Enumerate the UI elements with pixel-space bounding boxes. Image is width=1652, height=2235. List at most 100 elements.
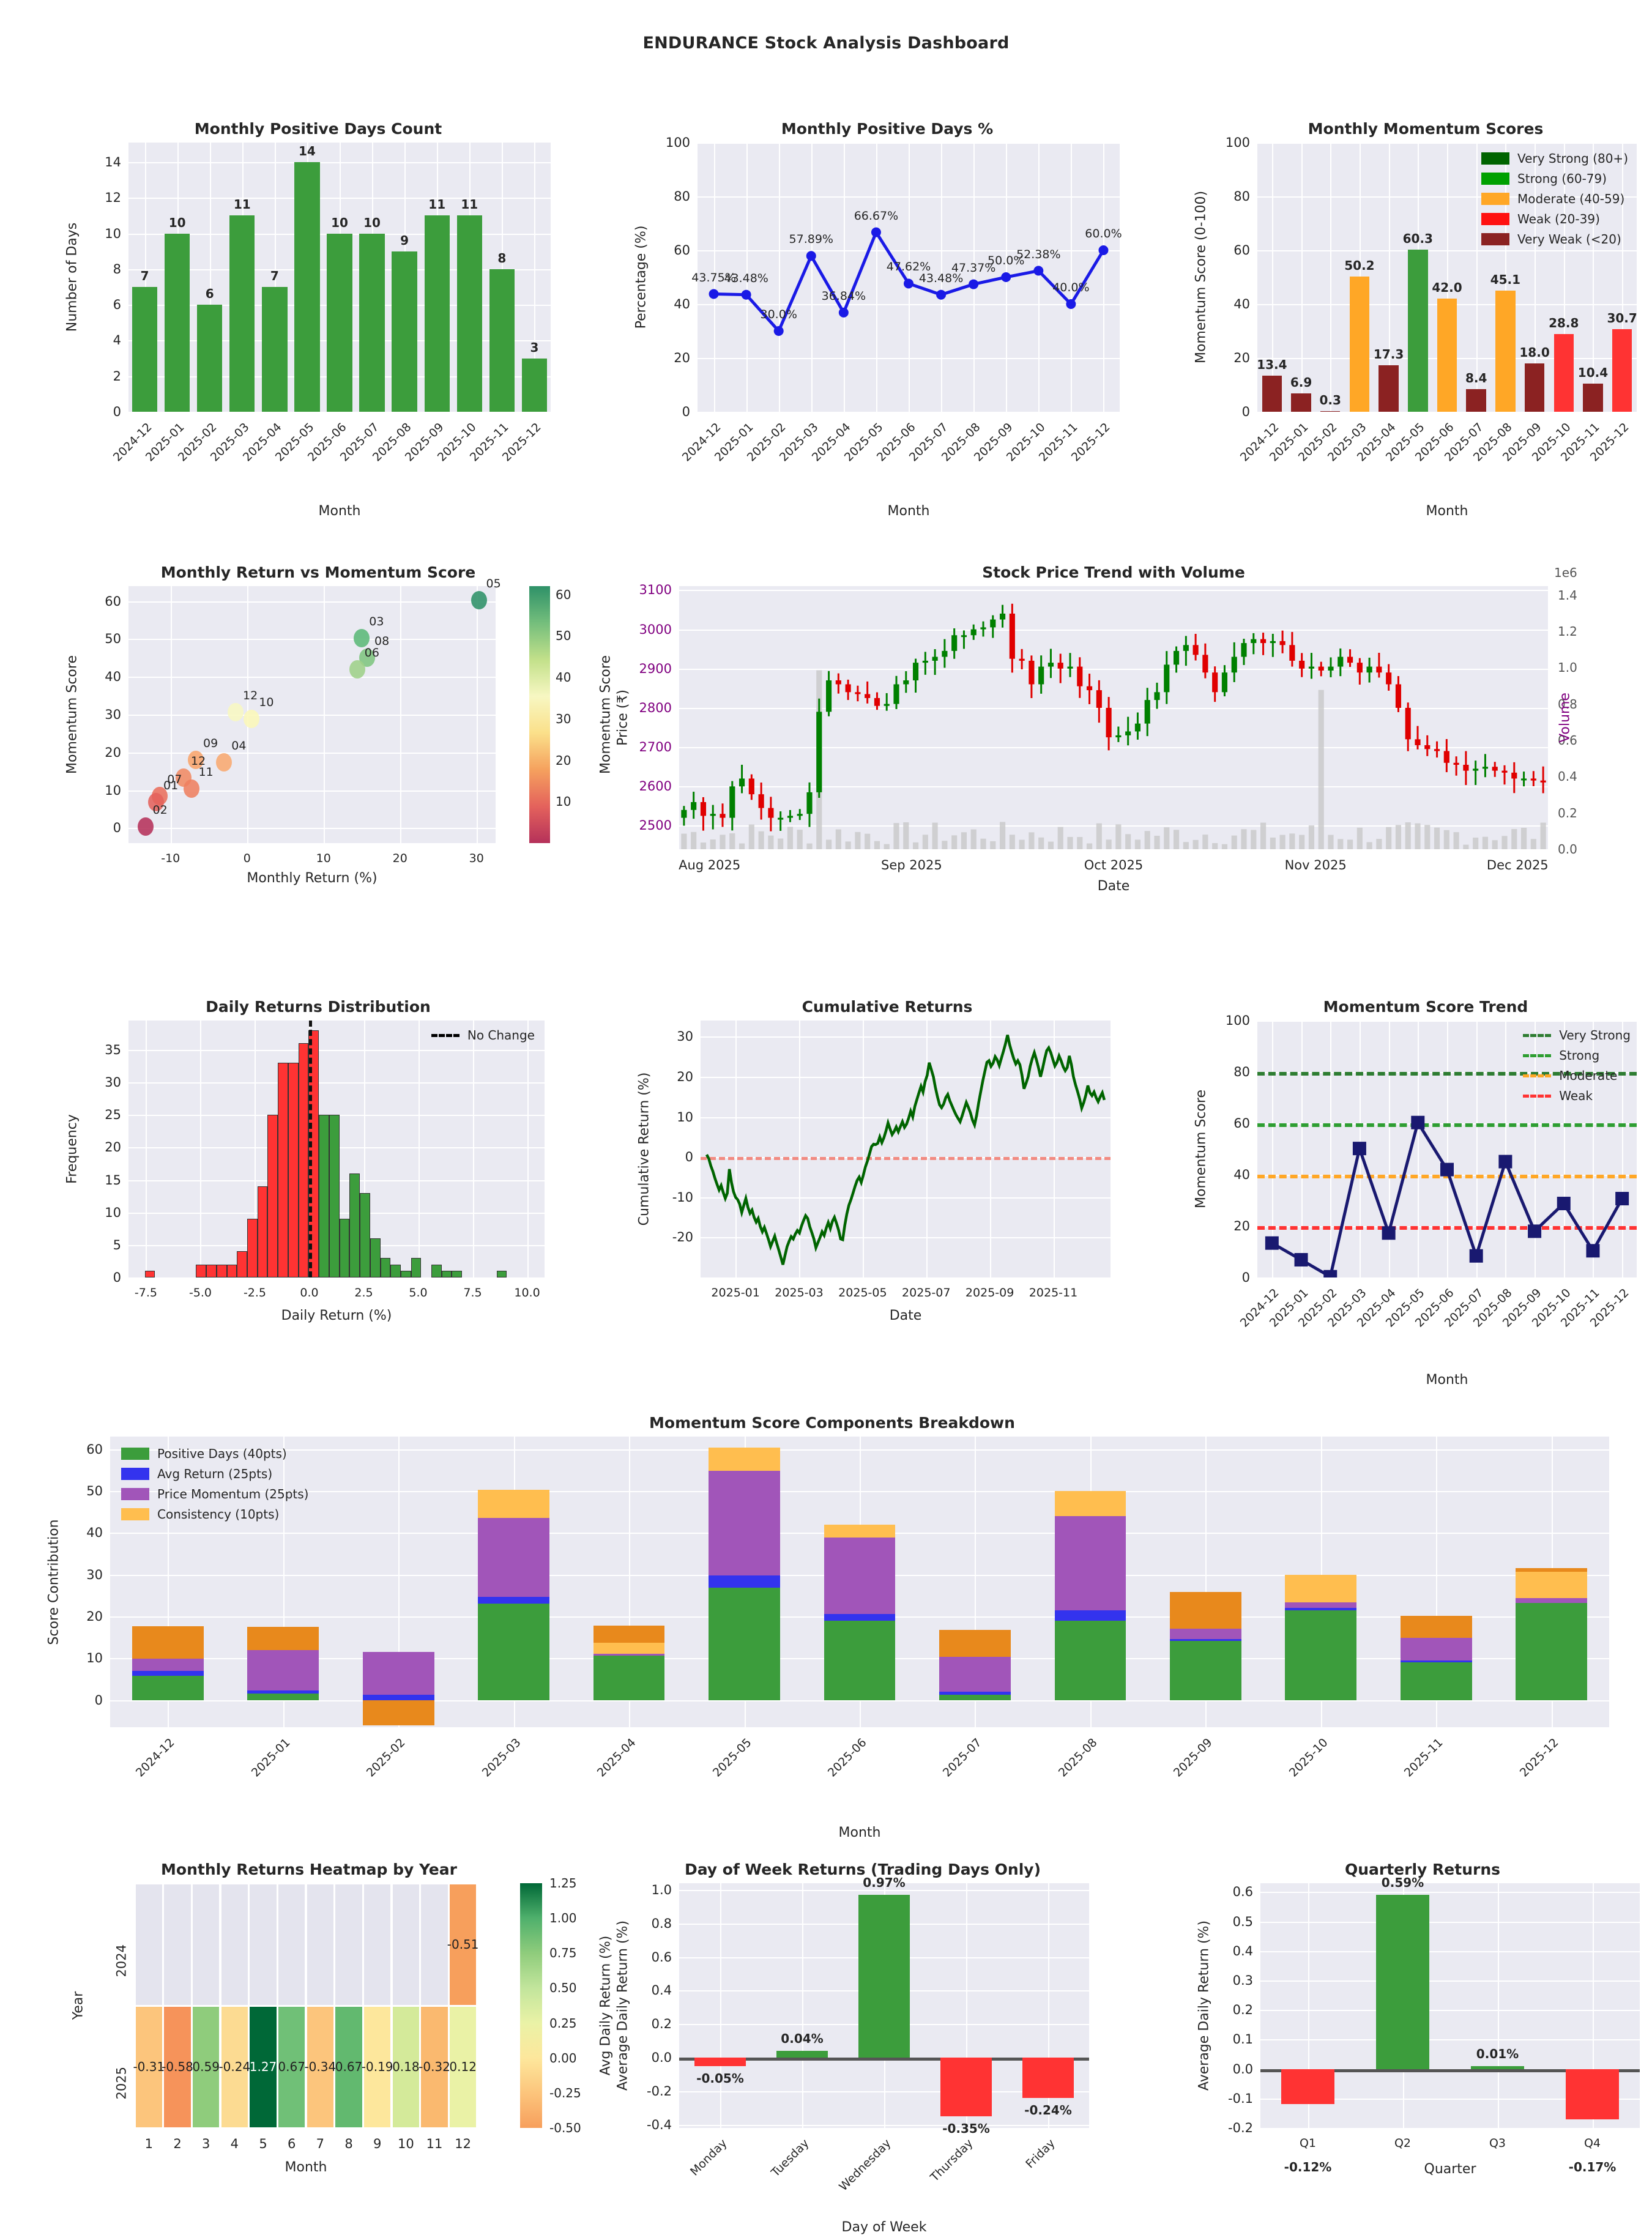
bar <box>1566 2069 1619 2119</box>
bar <box>1022 2057 1074 2098</box>
histogram-bar <box>441 1271 452 1277</box>
bar-value-label: 8 <box>497 250 507 266</box>
legend-dash-swatch <box>1523 1033 1552 1037</box>
histogram-bar <box>216 1264 227 1277</box>
gridline <box>698 250 1120 251</box>
y-axis-label: Average Daily Return (%) <box>615 1920 631 2091</box>
bar <box>164 233 190 412</box>
legend-item: Moderate <box>1523 1068 1631 1083</box>
heatmap-cell <box>250 2006 277 2127</box>
x-tick-label: 6 <box>287 2136 296 2151</box>
colorbar-tick-label: 20 <box>556 753 571 768</box>
stack-segment <box>939 1629 1011 1657</box>
gridline <box>1260 1921 1640 1923</box>
stack-segment <box>939 1691 1011 1695</box>
gridline <box>1593 1021 1594 1277</box>
stack-segment <box>1400 1662 1472 1700</box>
gridline <box>1301 1021 1303 1277</box>
scatter-point-label: 12 <box>243 688 258 702</box>
gridline <box>1593 143 1594 412</box>
y-tick-label: 0 <box>94 1692 103 1708</box>
gridline <box>1260 2128 1640 2129</box>
gridline <box>713 143 715 412</box>
volume-tick-label: 1.4 <box>1558 587 1577 603</box>
bar <box>694 2057 746 2066</box>
bar-value-label: 17.3 <box>1373 346 1404 362</box>
bar <box>1471 2066 1524 2069</box>
gridline <box>128 752 496 754</box>
bar-value-label: -0.24% <box>1024 2102 1072 2118</box>
plot-area-day-of-week-returns: -0.4 -0.2 0.0 0.2 0.4 0.6 0.8 1.0 -0.05% 0.04% 0.9… <box>616 1875 1089 2235</box>
legend-swatch <box>121 1508 149 1520</box>
gridline <box>1257 196 1637 198</box>
legend-swatch <box>1481 173 1510 185</box>
y-axis-label: Momentum Score (0-100) <box>1193 190 1209 364</box>
gridline <box>778 143 780 412</box>
bar <box>456 215 482 412</box>
colorbar-tick-label: 0.25 <box>549 2015 577 2031</box>
heatmap-cell <box>192 1884 220 2005</box>
bar <box>1408 249 1428 412</box>
legend-label: Weak (20-39) <box>1517 212 1600 226</box>
histogram-bar <box>144 1271 155 1277</box>
heatmap-cell-label: 0.67 <box>335 2059 363 2074</box>
panel-positive-days-count: Monthly Positive Days Count 0 2 4 6 8 10 12 14 7… <box>65 120 563 519</box>
gridline <box>811 143 813 412</box>
histogram-bar <box>267 1115 278 1277</box>
y-tick-label: 0.2 <box>651 2017 672 2032</box>
point-value-label: 30.0% <box>760 308 797 321</box>
gridline <box>720 1883 721 2128</box>
point-value-label: 47.62% <box>886 260 931 274</box>
legend-dash-swatch <box>1523 1054 1552 1057</box>
point-value-label: 50.0% <box>988 254 1025 267</box>
histogram-bar <box>431 1264 442 1277</box>
volume-tick-label: 0.0 <box>1558 842 1577 857</box>
x-tick-label: 2025-05 <box>710 1736 754 1780</box>
y-tick-label: 12 <box>105 190 121 206</box>
threshold-line <box>1257 1226 1637 1230</box>
x-tick-label: 5.0 <box>409 1286 428 1300</box>
y-axis-label: Average Daily Return (%) <box>1196 1920 1212 2091</box>
bar-value-label: 30.7 <box>1607 310 1637 325</box>
heatmap-cell <box>221 1884 248 2005</box>
gridline <box>966 1883 967 2128</box>
chart-title-day-of-week-returns: Day of Week Returns (Trading Days Only) <box>684 1861 1041 1878</box>
x-tick-label: 20 <box>392 852 407 865</box>
legend-item: Strong <box>1523 1048 1631 1063</box>
stack-segment <box>1400 1660 1472 1663</box>
heatmap-cell-label: 1.27 <box>249 2059 277 2074</box>
x-axis-label: Date <box>1097 879 1130 894</box>
histogram-bar <box>349 1173 360 1277</box>
gridline <box>1418 1021 1419 1277</box>
scatter-point-label: 12 <box>191 754 206 768</box>
histogram-bar <box>206 1264 217 1277</box>
y-tick-label: 40 <box>674 297 690 311</box>
plot-area-daily-returns-distribution: 0 5 10 15 20 25 30 35 -7.5 -5.0 -2.5 0.0 2.5 5.0 7.5 10… <box>65 1021 545 1323</box>
bar-value-label: -0.12% <box>1284 2160 1332 2174</box>
panel-momentum-scores: Monthly Momentum Scores 0 20 40 60 80 100 13.4… <box>1194 120 1652 519</box>
heatmap-cell <box>278 2006 305 2127</box>
histogram-bar <box>298 1043 309 1277</box>
point-value-label: 52.38% <box>1016 247 1061 261</box>
x-tick-label: 0.0 <box>300 1286 319 1300</box>
x-tick-label: 2025-11 <box>1402 1736 1446 1780</box>
gridline <box>1476 143 1478 412</box>
gridline <box>1257 1277 1637 1279</box>
colorbar-label: Momentum Score <box>598 655 614 774</box>
x-axis-label: Month <box>318 504 361 519</box>
x-tick-label: 11 <box>426 2136 443 2151</box>
legend-item: Avg Return (25pts) <box>121 1467 308 1481</box>
panel-day-of-week-returns: Day of Week Returns (Trading Days Only) … <box>612 1861 1114 2235</box>
y-tick-label: 40 <box>105 669 121 685</box>
dashboard-grid: Monthly Positive Days Count 0 2 4 6 8 10 12 14 7… <box>0 53 1652 2235</box>
panel-stock-price-volume: Stock Price Trend with Volume 2500 2600 27… <box>612 563 1615 894</box>
x-tick-label: 2025-08 <box>1055 1736 1100 1780</box>
bar-value-label: 45.1 <box>1490 272 1521 287</box>
gridline <box>876 143 877 412</box>
heatmap-cell <box>335 2006 362 2127</box>
gridline <box>1436 1437 1438 1727</box>
y-tick-label: 30 <box>105 1075 121 1090</box>
stack-segment <box>709 1471 780 1575</box>
legend-item: Very Strong <box>1523 1028 1631 1043</box>
gridline <box>1271 1021 1273 1277</box>
